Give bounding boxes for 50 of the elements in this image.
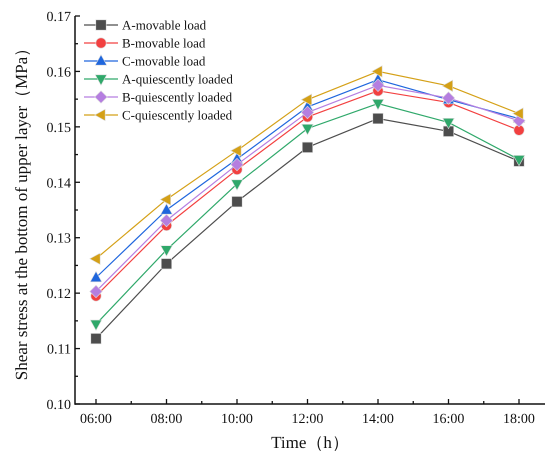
point [442,118,455,129]
point [160,214,174,228]
legend-label: C-quiescently loaded [122,108,233,122]
point [160,193,171,206]
y-tick-label: 0.16 [46,65,71,80]
legend-label: C-movable load [122,54,206,68]
y-tick-label: 0.13 [46,232,71,247]
point [443,126,454,137]
x-tick-label: 18:00 [503,412,535,427]
y-tick-label: 0.12 [46,287,71,302]
y-tick-label: 0.11 [47,342,71,358]
point [230,158,244,172]
point [372,99,384,110]
x-tick-label: 14:00 [362,412,394,427]
point [161,258,172,270]
point [302,142,313,153]
point [230,179,244,190]
point [372,113,384,124]
legend-label: A-quiescently loaded [122,72,234,86]
point [300,106,314,119]
point [300,94,312,106]
x-tick-label: 12:00 [292,412,324,427]
legend-label: A-movable load [122,18,207,32]
point [232,196,242,208]
x-tick-label: 10:00 [221,412,253,427]
x-tick-label: 08:00 [150,412,182,427]
point [512,108,524,120]
x-axis-title: Time（h） [271,433,349,452]
point [514,124,524,136]
legend-label: B-movable load [122,36,206,50]
y-tick-label: 0.17 [46,10,71,25]
legend-label: B-quiescently loaded [122,90,233,104]
point [371,78,385,92]
y-axis-title: Shear stress at the bottom of upper layer（MPa） [12,40,31,380]
point [89,284,103,298]
x-tick-label: 16:00 [432,412,464,427]
point [301,124,314,136]
point [442,80,453,92]
y-tick-label: 0.10 [46,398,71,413]
point [90,320,102,331]
y-tick-label: 0.15 [46,120,71,136]
x-tick-label: 06:00 [80,412,112,427]
point [160,245,173,256]
point [90,271,102,282]
point [160,203,173,214]
point [90,333,102,344]
point [371,65,382,78]
y-tick-label: 0.14 [46,176,71,192]
point [89,252,100,265]
point [230,144,242,157]
